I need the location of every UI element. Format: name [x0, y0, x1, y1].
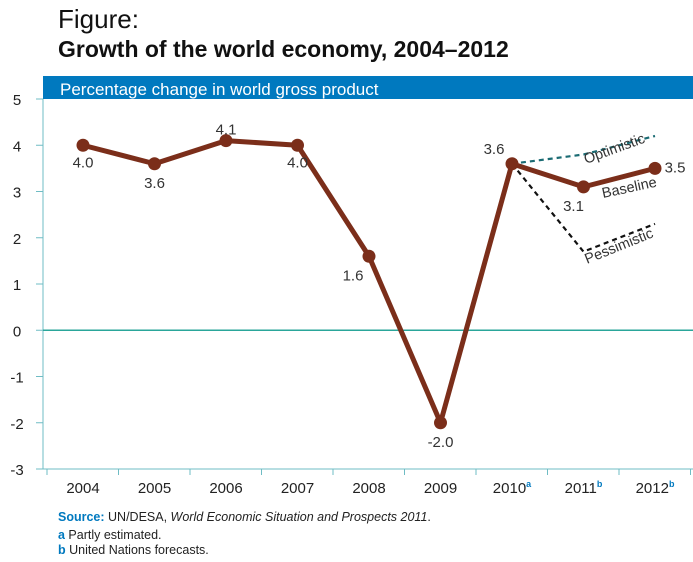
y-tick-label: 2 — [13, 231, 21, 248]
data-point — [362, 249, 376, 263]
source-text: UN/DESA, — [104, 510, 171, 524]
x-tick-label: 2010a — [493, 479, 532, 497]
figure-title: Growth of the world economy, 2004–2012 — [58, 36, 509, 62]
data-label: 4.0 — [73, 154, 94, 171]
data-point — [505, 157, 519, 171]
chart-subtitle: Percentage change in world gross product — [60, 80, 379, 99]
data-point — [76, 138, 90, 152]
data-label: 4.1 — [216, 122, 237, 139]
y-tick-label: -3 — [10, 462, 23, 479]
data-point — [148, 157, 161, 171]
x-tick-label: 2008 — [352, 480, 385, 497]
axes: -3 -2 -1 0 1 2 3 4 5 2004 2005 2006 2007 2008 2009 2010… — [10, 92, 693, 497]
y-tick-label: 0 — [13, 323, 21, 340]
series-points — [76, 134, 662, 430]
data-point — [434, 416, 447, 430]
y-tick-label: 4 — [13, 138, 21, 155]
source-note: Source: UN/DESA, World Economic Situatio… — [58, 510, 431, 525]
x-tick-label: 2011b — [565, 479, 603, 497]
y-tick-label: 5 — [13, 92, 21, 109]
series-line-pessimistic — [511, 163, 656, 253]
source-label: Source: — [58, 510, 105, 524]
line-chart: Percentage change in world gross product… — [10, 76, 693, 497]
data-label: 3.1 — [563, 198, 584, 215]
footnotes: Source: UN/DESA, World Economic Situatio… — [58, 510, 431, 558]
x-tick-label: 2009 — [424, 480, 457, 497]
y-tick-label: -2 — [10, 416, 23, 433]
series-lines — [82, 134, 656, 426]
x-tick-label: 2007 — [281, 480, 314, 497]
series-line-optimistic — [511, 134, 656, 165]
data-label: -2.0 — [428, 434, 454, 451]
footnote-b-key: b — [58, 543, 66, 557]
data-label: 4.0 — [287, 154, 308, 171]
series-label-optimistic: Optimistic — [582, 131, 647, 168]
footnote-a-text: Partly estimated. — [64, 528, 162, 542]
footnote-b: b United Nations forecasts. — [58, 543, 431, 558]
source-end: . — [427, 510, 431, 524]
data-label: 3.6 — [484, 141, 505, 158]
x-tick-label: 2006 — [209, 480, 242, 497]
x-tick-superscript: a — [526, 479, 532, 489]
figure-label: Figure: — [58, 4, 139, 34]
x-tick-superscript: b — [597, 479, 603, 489]
data-point — [648, 161, 662, 175]
data-label: 3.5 — [665, 159, 686, 176]
footnote-a-key: a — [58, 528, 65, 542]
footnote-b-text: United Nations forecasts. — [65, 543, 209, 557]
data-labels: 4.0 3.6 4.1 4.0 1.6 -2.0 3.6 3.1 3.5 — [73, 122, 686, 451]
data-label: 1.6 — [343, 267, 364, 284]
x-tick-label: 2005 — [138, 480, 171, 497]
data-label: 3.6 — [144, 175, 165, 192]
x-tick-label: 2012b — [636, 479, 675, 497]
source-title: World Economic Situation and Prospects 2… — [170, 510, 428, 524]
data-point — [291, 138, 304, 152]
footnote-a: a Partly estimated. — [58, 528, 431, 543]
x-tick-superscript: b — [669, 479, 675, 489]
data-point — [577, 180, 590, 194]
y-tick-label: 1 — [13, 277, 21, 294]
x-tick-label: 2004 — [66, 480, 99, 497]
header-band — [43, 76, 693, 99]
data-point — [219, 134, 233, 148]
series-line-baseline — [82, 138, 656, 426]
y-tick-label: 3 — [13, 185, 21, 202]
series-label-pessimistic: Pessimistic — [583, 226, 656, 268]
y-tick-label: -1 — [10, 370, 23, 387]
